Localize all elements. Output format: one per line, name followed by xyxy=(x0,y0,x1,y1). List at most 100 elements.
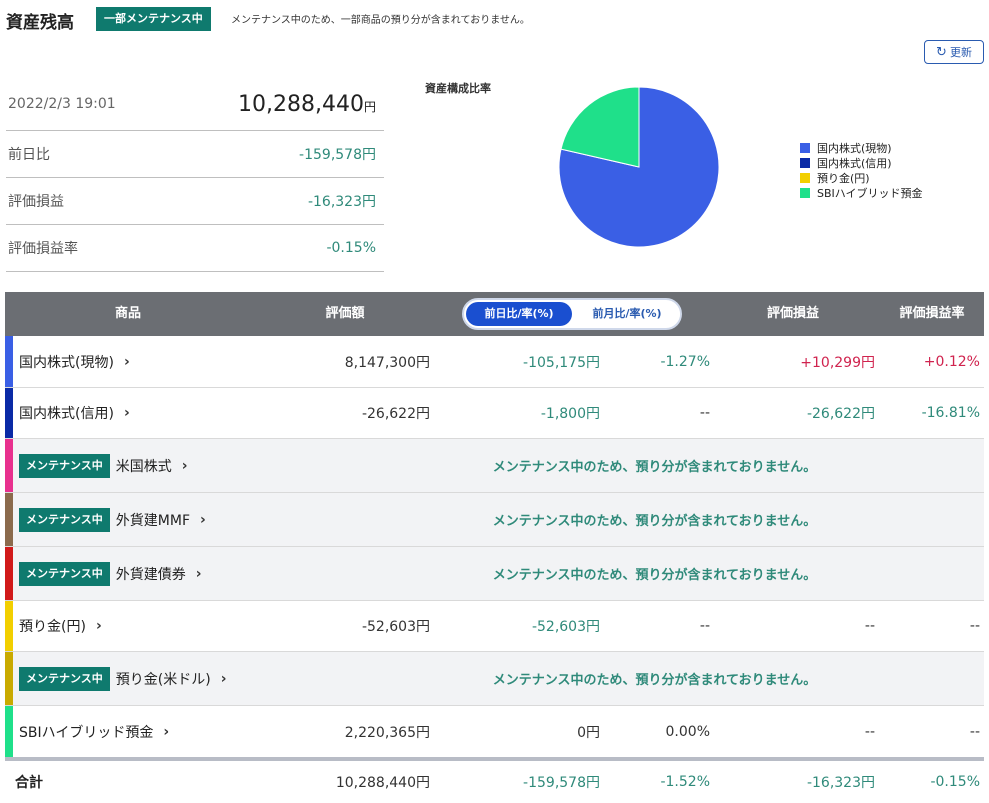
maintenance-badge: メンテナンス中 xyxy=(19,561,110,586)
table-row: 国内株式(信用) › -26,622円 -1,800円 -- -26,622円 -… xyxy=(5,388,984,439)
chart-title: 資産構成比率 xyxy=(425,82,491,95)
table-row: メンテナンス中のため、預り分が含まれておりません。 メンテナンス中 外貨建債券 › xyxy=(5,547,984,601)
product-link[interactable]: メンテナンス中 外貨建債券 › xyxy=(19,547,202,600)
change-rate-cell: 0.00% xyxy=(665,723,710,740)
legend-item: SBIハイブリッド預金 xyxy=(800,185,923,200)
maintenance-message: メンテナンス中のため、預り分が含まれておりません。 xyxy=(492,514,817,529)
legend-item: 預り金(円) xyxy=(800,170,923,185)
header-gain-rate: 評価損益率 xyxy=(899,306,965,321)
toggle-day-button[interactable]: 前日比/率(%) xyxy=(466,302,572,326)
category-color-bar xyxy=(5,336,13,387)
product-name: 外貨建債券 xyxy=(115,566,186,583)
maintenance-badge: メンテナンス中 xyxy=(19,666,110,691)
gain-cell: -- xyxy=(864,723,875,740)
page-title: 資産残高 xyxy=(6,13,74,33)
header-valuation: 評価額 xyxy=(325,306,365,321)
gain-rate-cell: -- xyxy=(969,618,980,634)
product-name: 国内株式(信用) xyxy=(19,406,114,422)
chevron-right-icon: › xyxy=(95,618,102,634)
table-row: SBIハイブリッド預金 › 2,220,365円 0円 0.00% -- -- xyxy=(5,706,984,757)
category-color-bar xyxy=(5,388,13,438)
category-color-bar xyxy=(5,706,13,757)
header-gain: 評価損益 xyxy=(766,306,819,321)
refresh-icon: ↻ xyxy=(936,44,947,60)
category-color-bar xyxy=(5,652,13,705)
legend-item: 国内株式(信用) xyxy=(800,155,923,170)
legend-swatch xyxy=(800,142,810,153)
total-change-rate: -1.52% xyxy=(660,774,710,790)
gain-rate-cell: -16.81% xyxy=(921,405,980,421)
gain-rate-cell: -- xyxy=(969,723,980,740)
change-cell: -105,175円 xyxy=(523,354,600,371)
total-divider xyxy=(5,757,984,761)
category-color-bar xyxy=(5,601,13,651)
product-link[interactable]: 預り金(円) › xyxy=(19,601,102,651)
legend-swatch xyxy=(800,172,810,183)
total-row: 合計 10,288,440円 -159,578円 -1.52% -16,323円… xyxy=(5,761,984,803)
total-change: -159,578円 xyxy=(523,775,600,791)
toggle-month-button[interactable]: 前月比/率(%) xyxy=(574,302,680,326)
summary-label: 前日比 xyxy=(8,147,50,163)
maintenance-message: メンテナンス中のため、預り分が含まれておりません。 xyxy=(492,673,817,688)
table-header: 商品 評価額 前日比/率(%) 前月比/率(%) 評価損益 評価損益率 xyxy=(5,292,984,336)
product-name: SBIハイブリッド預金 xyxy=(19,724,154,741)
total-gain: -16,323円 xyxy=(806,775,875,791)
summary-total-value: 10,288,440 xyxy=(238,91,364,117)
gain-cell: -- xyxy=(864,618,875,634)
legend-label: 国内株式(現物) xyxy=(817,141,892,155)
category-color-bar xyxy=(5,547,13,600)
maintenance-message: メンテナンス中のため、預り分が含まれておりません。 xyxy=(492,460,817,475)
summary-value: -0.15% xyxy=(326,240,376,256)
product-link[interactable]: 国内株式(信用) › xyxy=(19,388,130,438)
chevron-right-icon: › xyxy=(195,565,202,582)
valuation-cell: -52,603円 xyxy=(361,619,430,635)
summary-datetime: 2022/2/3 19:01 xyxy=(8,96,116,112)
product-link[interactable]: メンテナンス中 米国株式 › xyxy=(19,439,188,492)
chevron-right-icon: › xyxy=(200,511,206,528)
valuation-cell: 8,147,300円 xyxy=(344,354,430,371)
valuation-cell: 2,220,365円 xyxy=(344,724,430,741)
table-row: メンテナンス中のため、預り分が含まれておりません。 メンテナンス中 外貨建MMF › xyxy=(5,493,984,547)
summary-total-unit: 円 xyxy=(363,99,376,114)
product-link[interactable]: メンテナンス中 預り金(米ドル) › xyxy=(19,652,227,705)
summary-label: 評価損益 xyxy=(8,194,64,210)
total-gain-rate: -0.15% xyxy=(930,774,980,790)
category-color-bar xyxy=(5,493,13,546)
table-row: メンテナンス中のため、預り分が含まれておりません。 メンテナンス中 預り金(米ドル… xyxy=(5,652,984,706)
refresh-label: 更新 xyxy=(949,46,972,59)
legend-label: 預り金(円) xyxy=(817,171,870,185)
legend-label: 国内株式(信用) xyxy=(817,156,892,170)
product-link[interactable]: メンテナンス中 外貨建MMF › xyxy=(19,493,206,546)
gain-cell: -26,622円 xyxy=(806,406,875,422)
summary-value: -16,323円 xyxy=(307,194,376,210)
summary-total: 10,288,440円 xyxy=(238,92,376,117)
legend-swatch xyxy=(800,187,810,198)
change-rate-cell: -- xyxy=(699,618,710,634)
maintenance-note: メンテナンス中のため、一部商品の預り分が含まれておりません。 xyxy=(231,15,530,26)
gain-cell: +10,299円 xyxy=(800,354,875,371)
summary-row-change: 前日比 -159,578円 xyxy=(6,131,384,178)
gain-rate-cell: +0.12% xyxy=(923,353,980,370)
legend-item: 国内株式(現物) xyxy=(800,140,923,155)
product-name: 預り金(米ドル) xyxy=(115,671,211,688)
change-rate-cell: -- xyxy=(699,405,710,421)
product-name: 米国株式 xyxy=(115,458,172,475)
asset-pie-chart xyxy=(558,86,720,248)
chevron-right-icon: › xyxy=(123,353,130,370)
product-name: 国内株式(現物) xyxy=(19,354,114,371)
change-cell: -52,603円 xyxy=(531,619,600,635)
table-row: メンテナンス中のため、預り分が含まれておりません。 メンテナンス中 米国株式 › xyxy=(5,439,984,493)
product-link[interactable]: 国内株式(現物) › xyxy=(19,336,130,387)
change-cell: -1,800円 xyxy=(540,406,600,422)
total-valuation: 10,288,440円 xyxy=(335,775,430,791)
refresh-button[interactable]: ↻ 更新 xyxy=(924,40,984,64)
product-name: 外貨建MMF xyxy=(115,512,190,529)
summary-value: -159,578円 xyxy=(299,147,376,163)
period-toggle: 前日比/率(%) 前月比/率(%) xyxy=(462,298,682,330)
product-link[interactable]: SBIハイブリッド預金 › xyxy=(19,706,169,757)
summary-total-row: 2022/2/3 19:01 10,288,440円 xyxy=(6,78,384,131)
maintenance-badge: 一部メンテナンス中 xyxy=(96,7,211,31)
chevron-right-icon: › xyxy=(220,670,227,687)
valuation-cell: -26,622円 xyxy=(361,406,430,422)
category-color-bar xyxy=(5,439,13,492)
